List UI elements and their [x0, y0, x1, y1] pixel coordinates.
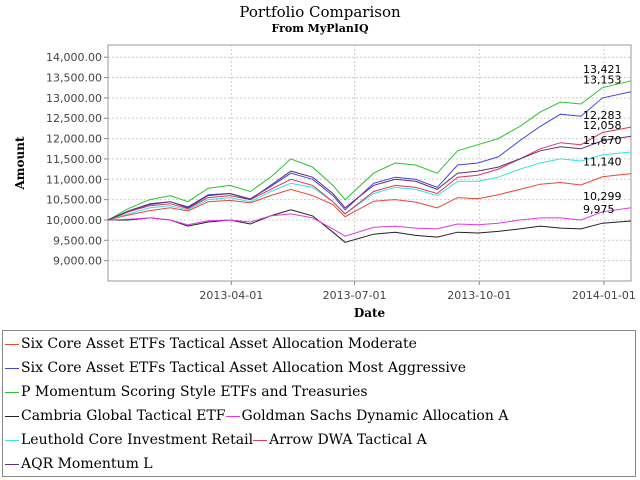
- y-tick-label: 12,000.00: [46, 133, 102, 146]
- series-line: [107, 80, 632, 221]
- y-tick-label: 14,000.00: [46, 51, 102, 64]
- series-line: [107, 173, 632, 221]
- chart-subtitle: From MyPlanIQ: [271, 22, 369, 35]
- end-value-label: 13,421: [583, 63, 622, 76]
- legend-label: Arrow DWA Tactical A: [269, 432, 427, 448]
- end-value-label: 13,153: [583, 74, 622, 87]
- legend-item: Arrow DWA Tactical A: [253, 432, 427, 448]
- y-tick-label: 11,000.00: [46, 173, 102, 186]
- legend-row: P Momentum Scoring Style ETFs and Treasu…: [5, 380, 633, 404]
- legend-item: Leuthold Core Investment Retail: [5, 432, 253, 448]
- series-line: [107, 207, 632, 237]
- axes: 9,000.00 9,500.00 10,000.00 10,500.00 11,000…: [46, 51, 636, 302]
- legend-row: Leuthold Core Investment Retail Arrow DWA…: [5, 428, 633, 452]
- x-tick-label: 2014-01-01: [572, 289, 636, 302]
- end-value-label: 9,975: [583, 203, 615, 216]
- y-axis-title: Amount: [13, 136, 27, 190]
- legend-label: Cambria Global Tactical ETF: [21, 408, 226, 424]
- legend-row: AQR Momentum L: [5, 452, 633, 476]
- series-line: [107, 151, 632, 221]
- y-tick-label: 11,500.00: [46, 153, 102, 166]
- legend-item: Six Core Asset ETFs Tactical Asset Alloc…: [5, 360, 466, 376]
- legend-row: Cambria Global Tactical ETF Goldman Sachs…: [5, 404, 633, 428]
- legend-label: Six Core Asset ETFs Tactical Asset Alloc…: [21, 336, 417, 352]
- end-value-label: 11,140: [583, 156, 622, 169]
- legend-row: Six Core Asset ETFs Tactical Asset Alloc…: [5, 356, 633, 380]
- end-value-label: 12,283: [583, 109, 622, 122]
- legend-item: P Momentum Scoring Style ETFs and Treasu…: [5, 384, 368, 400]
- legend-label: Six Core Asset ETFs Tactical Asset Alloc…: [21, 360, 466, 376]
- legend-label: Leuthold Core Investment Retail: [21, 432, 254, 448]
- legend-swatch: [5, 367, 19, 369]
- y-tick-label: 9,500.00: [53, 234, 102, 247]
- legend-item: Cambria Global Tactical ETF: [5, 408, 226, 424]
- y-tick-label: 9,000.00: [53, 255, 102, 268]
- y-tick-label: 13,500.00: [46, 72, 102, 85]
- legend-swatch: [253, 439, 268, 441]
- chart-legend: Six Core Asset ETFs Tactical Asset Alloc…: [2, 330, 636, 477]
- legend-swatch: [5, 439, 19, 441]
- legend-swatch: [5, 391, 19, 393]
- y-tick-label: 10,000.00: [46, 214, 102, 227]
- y-tick-label: 10,500.00: [46, 194, 102, 207]
- legend-row: Six Core Asset ETFs Tactical Asset Alloc…: [5, 332, 633, 356]
- series-line: [108, 209, 632, 243]
- x-tick-label: 2013-10-01: [447, 289, 511, 302]
- legend-swatch: [5, 343, 19, 345]
- x-tick-label: 2013-04-01: [199, 289, 263, 302]
- legend-swatch: [5, 415, 19, 417]
- legend-swatch: [225, 415, 240, 417]
- x-tick-label: 2013-07-01: [323, 289, 387, 302]
- end-value-label: 10,299: [583, 190, 622, 203]
- portfolio-chart: Portfolio Comparison From MyPlanIQ 9,000…: [13, 3, 636, 320]
- legend-swatch: [5, 463, 19, 465]
- y-tick-label: 12,500.00: [46, 112, 102, 125]
- legend-label: P Momentum Scoring Style ETFs and Treasu…: [21, 384, 368, 400]
- legend-item: AQR Momentum L: [5, 456, 153, 472]
- legend-item: Goldman Sachs Dynamic Allocation A: [225, 408, 509, 424]
- y-tick-label: 13,000.00: [46, 92, 102, 105]
- series-line: [107, 126, 632, 221]
- end-value-label: 11,670: [583, 134, 622, 147]
- end-value-label: 12,058: [583, 119, 622, 132]
- series-line: [107, 135, 632, 221]
- chart-title: Portfolio Comparison: [239, 3, 401, 21]
- legend-item: Six Core Asset ETFs Tactical Asset Alloc…: [5, 336, 417, 352]
- series-lines: [107, 80, 632, 243]
- x-axis-title: Date: [354, 306, 386, 320]
- legend-label: Goldman Sachs Dynamic Allocation A: [241, 408, 509, 424]
- plot-area: [107, 44, 632, 282]
- legend-label: AQR Momentum L: [21, 456, 153, 472]
